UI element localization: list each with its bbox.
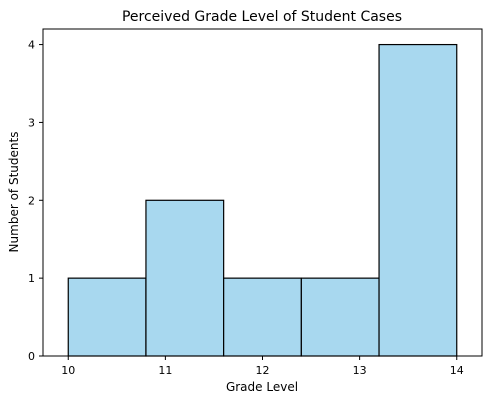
y-axis-label: Number of Students: [7, 132, 21, 253]
x-tick-label: 14: [450, 364, 464, 377]
x-tick-label: 12: [256, 364, 270, 377]
y-tick-label: 0: [28, 350, 35, 363]
histogram-bar: [223, 277, 302, 357]
histogram-bar: [67, 277, 147, 357]
chart-title: Perceived Grade Level of Student Cases: [122, 9, 402, 25]
histogram-bar: [145, 199, 225, 357]
histogram-bar: [378, 43, 458, 357]
y-tick-label: 2: [28, 194, 35, 207]
x-axis-label: Grade Level: [226, 380, 298, 394]
y-tick-label: 4: [28, 39, 35, 52]
histogram-bar: [300, 277, 380, 357]
x-tick-label: 10: [61, 364, 75, 377]
x-tick-label: 13: [353, 364, 367, 377]
y-tick-label: 1: [28, 272, 35, 285]
x-tick-label: 11: [158, 364, 172, 377]
y-tick-label: 3: [28, 116, 35, 129]
